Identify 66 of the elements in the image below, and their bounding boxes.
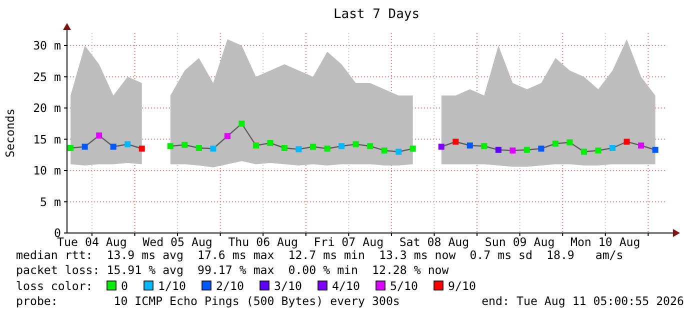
- point: [452, 138, 459, 145]
- x-tick-label: Sat 08 Aug: [399, 235, 470, 249]
- chart-title: Last 7 Days: [333, 7, 420, 22]
- point: [138, 146, 145, 152]
- text: packet loss: 15.91 % avg 99.17 % max 0.00 % min 12.28 % now: [16, 263, 449, 277]
- point: [552, 140, 558, 147]
- point: [438, 144, 444, 150]
- point: [167, 143, 174, 150]
- text: median rtt: 13.9 ms avg 17.6 ms max 12.7 ms min 13.3 ms now 0.7 ms sd 18.9 am/s: [16, 248, 624, 262]
- legend-title: loss color:: [16, 279, 93, 293]
- y-tick-label: 20 m: [33, 101, 62, 116]
- point: [110, 144, 116, 150]
- text: end: Tue Aug 11 05:00:55 2026: [482, 294, 684, 308]
- point: [524, 146, 530, 153]
- point: [352, 141, 359, 148]
- point: [310, 144, 316, 150]
- point: [338, 143, 345, 150]
- point: [324, 146, 330, 152]
- point: [96, 132, 102, 138]
- y-tick-label: 25 m: [33, 70, 62, 84]
- x-tick-label: Mon 10 Aug: [570, 235, 640, 249]
- legend-label: 5/10: [390, 279, 418, 293]
- point: [495, 146, 502, 153]
- point: [396, 148, 402, 155]
- point: [252, 142, 259, 148]
- point: [624, 138, 630, 145]
- point: [82, 144, 88, 150]
- point: [124, 141, 131, 148]
- legend-label: 3/10: [274, 279, 302, 293]
- text: probe: 10 ICMP Echo Pings (500 Bytes) every 300s: [16, 294, 400, 308]
- point: [267, 140, 274, 146]
- y-tick-label: 10 m: [33, 164, 62, 178]
- point: [296, 146, 302, 152]
- point: [410, 146, 416, 152]
- point: [580, 148, 587, 155]
- point: [638, 142, 644, 148]
- point: [566, 139, 573, 146]
- y-tick-label: 5 m: [40, 194, 62, 209]
- point: [466, 142, 473, 148]
- point: [595, 148, 602, 154]
- legend-label: 4/10: [332, 279, 360, 293]
- point: [182, 142, 188, 148]
- x-tick-label: Fri 07 Aug: [314, 235, 384, 249]
- x-tick-label: Thu 06 Aug: [228, 235, 298, 249]
- point: [652, 146, 658, 153]
- x-tick-label: Wed 05 Aug: [142, 235, 212, 249]
- point: [610, 145, 616, 151]
- legend-label: 9/10: [448, 279, 476, 293]
- x-tick-label: Sun 09 Aug: [484, 235, 555, 249]
- point: [538, 146, 544, 152]
- point: [281, 145, 288, 151]
- point: [210, 146, 216, 152]
- legend-label: 1/10: [158, 279, 186, 293]
- legend-label: 2/10: [216, 279, 244, 293]
- point: [196, 145, 202, 151]
- point: [510, 148, 516, 154]
- point: [68, 145, 74, 151]
- y-tick-label: 30 m: [33, 38, 62, 53]
- point: [224, 133, 230, 140]
- point: [367, 143, 374, 150]
- y-axis-title: Seconds: [3, 108, 17, 158]
- point: [481, 143, 488, 150]
- point: [381, 148, 388, 154]
- legend-label: 0: [121, 279, 128, 293]
- y-tick-label: 15 m: [33, 132, 62, 146]
- point: [238, 120, 245, 127]
